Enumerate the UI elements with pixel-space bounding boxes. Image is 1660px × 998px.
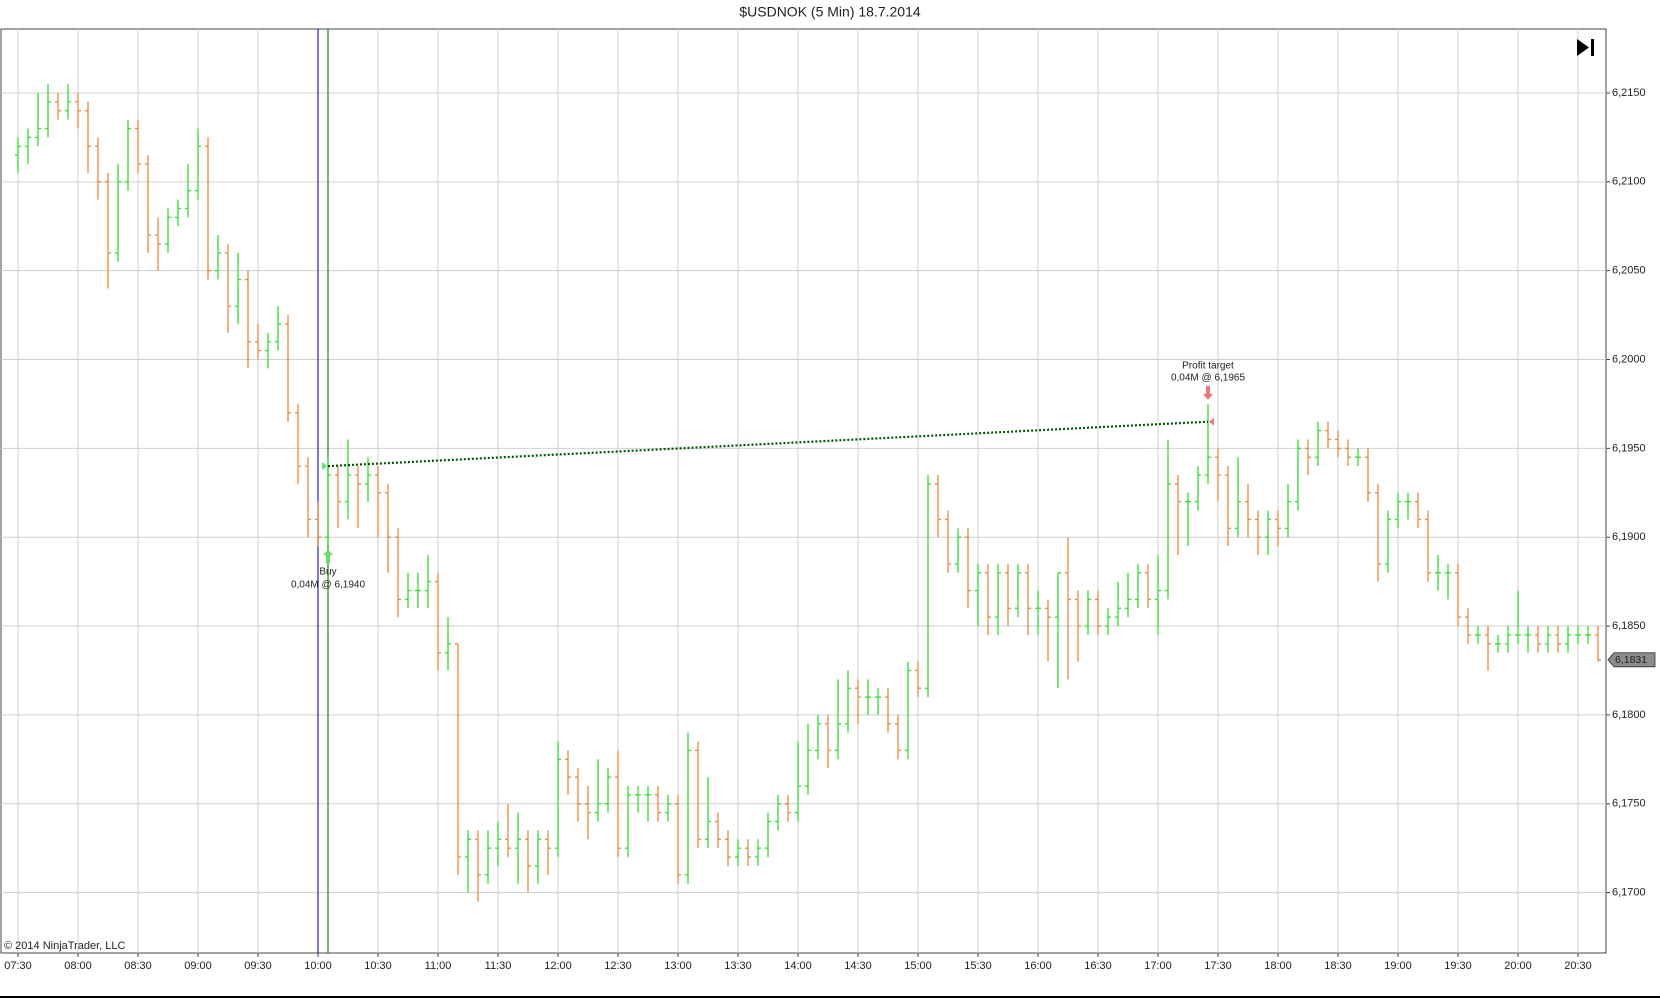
x-tick-label: 12:30 <box>604 960 632 972</box>
trade-line <box>327 420 1209 468</box>
entry-arrow <box>323 549 333 564</box>
y-tick-label: 6,2000 <box>1612 353 1646 365</box>
y-tick-label: 6,1850 <box>1612 620 1646 632</box>
y-tick-label: 6,2150 <box>1612 87 1646 99</box>
x-tick-label: 20:30 <box>1564 960 1592 972</box>
x-tick-label: 17:30 <box>1204 960 1232 972</box>
entry-label: Buy <box>319 567 336 578</box>
y-tick-label: 6,1750 <box>1612 798 1646 810</box>
entry-marker <box>322 462 327 471</box>
x-tick-label: 19:30 <box>1444 960 1472 972</box>
y-tick-label: 6,1700 <box>1612 886 1646 898</box>
bottom-border <box>0 996 1660 998</box>
x-tick-label: 16:00 <box>1024 960 1052 972</box>
x-tick-label: 09:00 <box>184 960 212 972</box>
x-tick-label: 16:30 <box>1084 960 1112 972</box>
x-tick-label: 15:00 <box>904 960 932 972</box>
x-tick-label: 10:00 <box>304 960 332 972</box>
scroll-end-button[interactable] <box>1577 39 1594 56</box>
chart-title: $USDNOK (5 Min) 18.7.2014 <box>739 4 921 20</box>
scroll-end-arrow[interactable] <box>1577 39 1589 56</box>
x-tick-label: 19:00 <box>1384 960 1412 972</box>
x-tick-label: 07:30 <box>4 960 32 972</box>
entry-text: 0,04M @ 6,1940 <box>291 580 366 591</box>
scroll-end-bar[interactable] <box>1591 39 1594 56</box>
plot-frame <box>0 28 1607 954</box>
x-tick-label: 13:30 <box>724 960 752 972</box>
x-tick-label: 20:00 <box>1504 960 1532 972</box>
x-tick-label: 08:00 <box>64 960 92 972</box>
x-tick-label: 14:00 <box>784 960 812 972</box>
last-price-tag <box>1607 652 1656 668</box>
x-tick-label: 08:30 <box>124 960 152 972</box>
x-tick-label: 13:00 <box>664 960 692 972</box>
x-tick-label: 15:30 <box>964 960 992 972</box>
bars <box>15 84 1601 902</box>
y-tick-label: 6,1800 <box>1612 709 1646 721</box>
x-tick-label: 14:30 <box>844 960 872 972</box>
x-tick-label: 09:30 <box>244 960 272 972</box>
last-price-label: 6,1831 <box>1615 654 1647 666</box>
exit-text: 0,04M @ 6,1965 <box>1171 373 1246 384</box>
exit-arrow <box>1203 385 1213 400</box>
x-tick-label: 10:30 <box>364 960 392 972</box>
x-tick-label: 18:30 <box>1324 960 1352 972</box>
grid: 6,1700 6,1750 6,1800 6,1850 6,1900 6,1950 6,20… <box>1 29 1646 972</box>
y-tick-label: 6,2050 <box>1612 265 1646 277</box>
copyright: © 2014 NinjaTrader, LLC <box>4 940 125 952</box>
y-tick-label: 6,2100 <box>1612 176 1646 188</box>
y-tick-label: 6,1900 <box>1612 531 1646 543</box>
exit-marker <box>1209 417 1214 426</box>
y-tick-label: 6,1950 <box>1612 442 1646 454</box>
exit-label: Profit target <box>1182 361 1234 372</box>
x-tick-label: 11:30 <box>485 960 512 972</box>
x-tick-label: 12:00 <box>544 960 572 972</box>
x-tick-label: 17:00 <box>1144 960 1172 972</box>
x-tick-label: 18:00 <box>1264 960 1292 972</box>
x-tick-label: 11:00 <box>425 960 452 972</box>
